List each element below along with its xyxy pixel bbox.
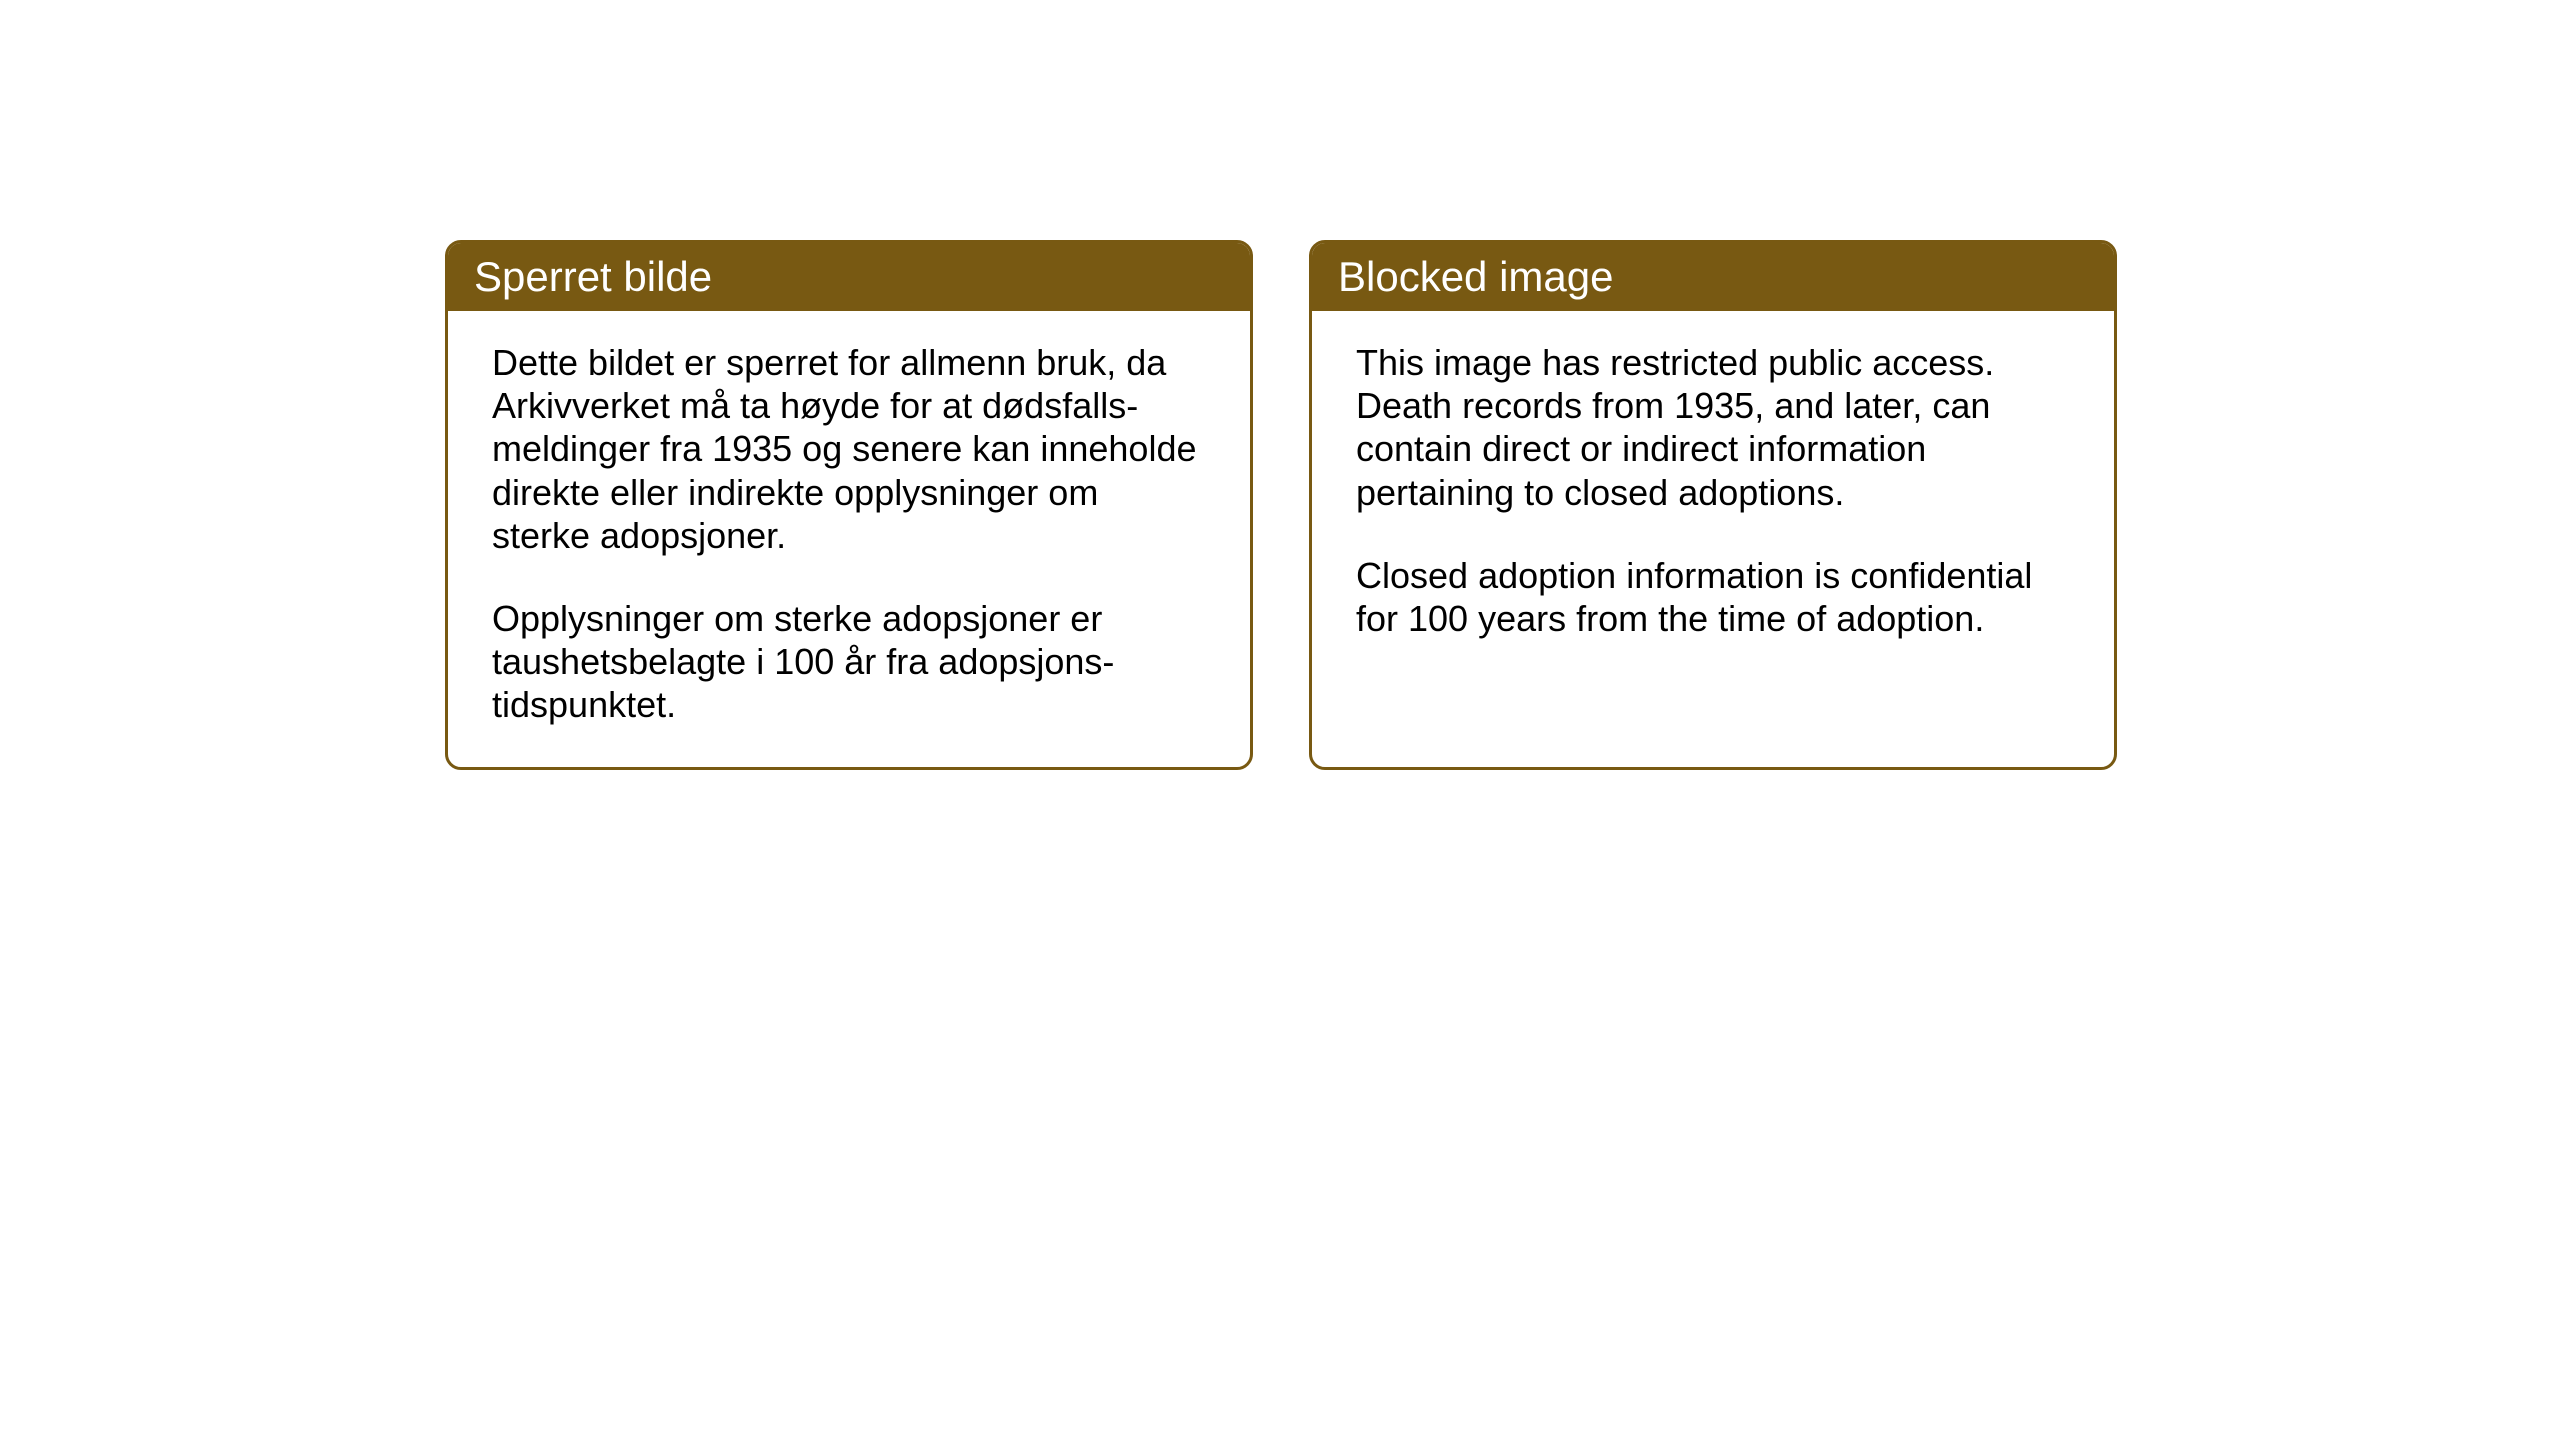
card-paragraph-2-english: Closed adoption information is confident…	[1356, 554, 2070, 640]
card-body-english: This image has restricted public access.…	[1312, 311, 2114, 680]
card-paragraph-1-english: This image has restricted public access.…	[1356, 341, 2070, 514]
card-header-english: Blocked image	[1312, 243, 2114, 311]
card-paragraph-2-norwegian: Opplysninger om sterke adopsjoner er tau…	[492, 597, 1206, 727]
card-body-norwegian: Dette bildet er sperret for allmenn bruk…	[448, 311, 1250, 767]
card-norwegian: Sperret bilde Dette bildet er sperret fo…	[445, 240, 1253, 770]
card-header-norwegian: Sperret bilde	[448, 243, 1250, 311]
card-paragraph-1-norwegian: Dette bildet er sperret for allmenn bruk…	[492, 341, 1206, 557]
card-title-norwegian: Sperret bilde	[474, 253, 712, 300]
cards-container: Sperret bilde Dette bildet er sperret fo…	[445, 240, 2117, 770]
card-title-english: Blocked image	[1338, 253, 1613, 300]
card-english: Blocked image This image has restricted …	[1309, 240, 2117, 770]
